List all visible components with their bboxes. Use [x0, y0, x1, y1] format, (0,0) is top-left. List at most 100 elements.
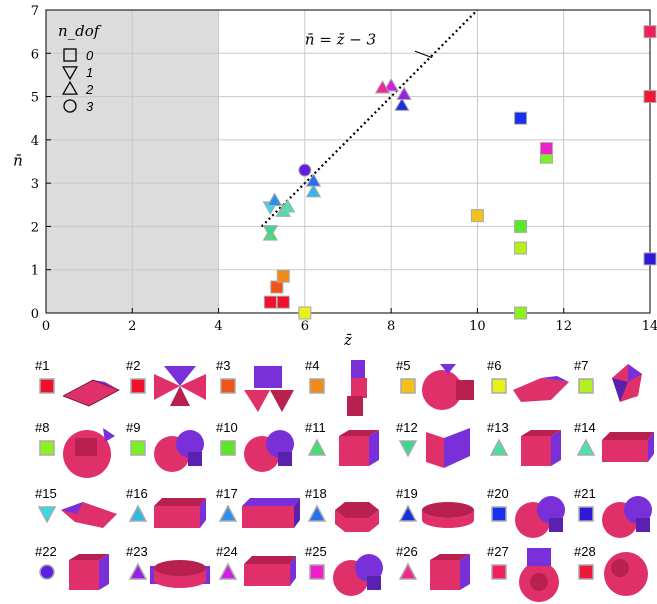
catalog-item: #20: [487, 486, 577, 546]
data-point-7: [514, 241, 528, 255]
data-point-16: [305, 183, 322, 198]
catalog-item: #25: [305, 544, 395, 604]
data-point-14: [279, 199, 296, 213]
catalog-item-label: #20: [487, 486, 509, 501]
catalog-item: #27: [487, 544, 577, 604]
y-tick-label: 4: [31, 134, 39, 149]
data-point-12: [262, 225, 279, 239]
catalog-item: #3: [216, 358, 306, 418]
catalog-item-label: #16: [126, 486, 148, 501]
catalog-item-shape-image: [61, 502, 117, 528]
catalog-item: #24: [216, 544, 306, 604]
fit-line-leader: [414, 50, 433, 59]
catalog-item-shape-image: [519, 548, 559, 602]
catalog-item-marker: [218, 504, 238, 522]
catalog-item-marker: [39, 564, 55, 580]
shape-catalog: #1 #2 #3 #4 #5 #6 #7 #8 #9 #10 #11 #12 #13 #14 #15 #16 #…: [0, 350, 657, 602]
x-tick-label: 8: [387, 319, 395, 334]
catalog-item-label: #19: [396, 486, 418, 501]
x-tick-label: 0: [42, 319, 50, 334]
catalog-item-label: #2: [126, 358, 141, 373]
catalog-item: #22: [35, 544, 125, 604]
legend-marker-square: [63, 48, 77, 62]
x-tick-label: 10: [469, 319, 486, 334]
catalog-item-shape-image: [63, 428, 115, 478]
x-tick-label: 6: [301, 319, 309, 334]
legend-label: 2: [85, 82, 94, 97]
catalog-item-shape-image: [154, 430, 204, 472]
catalog-item: #12: [396, 420, 486, 480]
y-axis-label: n̄: [13, 152, 23, 170]
data-point-20: [514, 111, 528, 125]
catalog-item-label: #24: [216, 544, 238, 559]
catalog-item-marker: [307, 504, 327, 522]
data-point-25: [539, 142, 553, 156]
fit-line-label: n̄ = z̄ − 3: [305, 31, 376, 49]
catalog-item-label: #4: [305, 358, 320, 373]
catalog-item-shape-image: [521, 430, 561, 466]
catalog-item-shape-image: [430, 554, 470, 590]
catalog-item-label: #1: [35, 358, 50, 373]
catalog-item-shape-image: [62, 379, 120, 407]
catalog-item-marker: [39, 440, 55, 456]
catalog-item-label: #25: [305, 544, 327, 559]
data-point-8: [514, 306, 528, 320]
y-tick-label: 7: [31, 4, 39, 19]
catalog-item-marker: [39, 378, 55, 394]
catalog-item-label: #5: [396, 358, 411, 373]
catalog-item-label: #21: [574, 486, 596, 501]
catalog-item: #2: [126, 358, 216, 418]
catalog-item-marker: [220, 378, 236, 394]
fit-line: [260, 9, 479, 228]
catalog-item-marker: [491, 564, 507, 580]
catalog-item: #10: [216, 420, 306, 480]
catalog-item: #9: [126, 420, 216, 480]
catalog-item-shape-image: [244, 556, 296, 586]
data-point-10: [514, 219, 528, 233]
catalog-item-shape-image: [422, 364, 474, 410]
data-point-27: [643, 25, 657, 39]
catalog-item-label: #7: [574, 358, 589, 373]
legend-title: n_dof: [58, 22, 102, 40]
data-point-2: [276, 295, 290, 309]
data-point-28: [643, 90, 657, 104]
data-point-1: [263, 295, 277, 309]
catalog-item-marker: [400, 378, 416, 394]
x-tick-label: 12: [555, 319, 572, 334]
legend-label: 3: [86, 99, 94, 114]
data-point-23: [396, 86, 412, 101]
data-point-21: [643, 252, 657, 266]
catalog-item-marker: [218, 562, 238, 580]
catalog-item-shape-image: [515, 496, 565, 538]
catalog-item: #7: [574, 358, 657, 418]
catalog-item-label: #3: [216, 358, 231, 373]
catalog-item-marker: [578, 564, 594, 580]
catalog-item-label: #27: [487, 544, 509, 559]
plot-frame: [45, 9, 651, 314]
catalog-item-marker: [398, 562, 418, 580]
catalog-item-marker: [489, 438, 509, 456]
catalog-item: #4: [305, 358, 395, 418]
data-point-17: [266, 192, 283, 207]
data-point-5: [470, 209, 484, 223]
catalog-item-shape-image: [335, 502, 379, 532]
catalog-item-label: #17: [216, 486, 238, 501]
catalog-item: #13: [487, 420, 577, 480]
catalog-item: #16: [126, 486, 216, 546]
legend-label: 1: [86, 65, 93, 80]
catalog-item-marker: [309, 564, 325, 580]
catalog-item: #18: [305, 486, 395, 546]
catalog-item-label: #28: [574, 544, 596, 559]
catalog-item-label: #13: [487, 420, 509, 435]
data-point-26: [374, 80, 391, 94]
catalog-item: #15: [35, 486, 125, 546]
catalog-item-marker: [309, 378, 325, 394]
catalog-item-label: #11: [305, 420, 326, 435]
y-tick-label: 5: [31, 91, 39, 106]
y-tick-label: 0: [31, 307, 39, 322]
catalog-item: #11: [305, 420, 395, 480]
catalog-item-label: #14: [574, 420, 596, 435]
y-tick-label: 2: [31, 220, 39, 235]
catalog-item-shape-image: [513, 376, 569, 402]
